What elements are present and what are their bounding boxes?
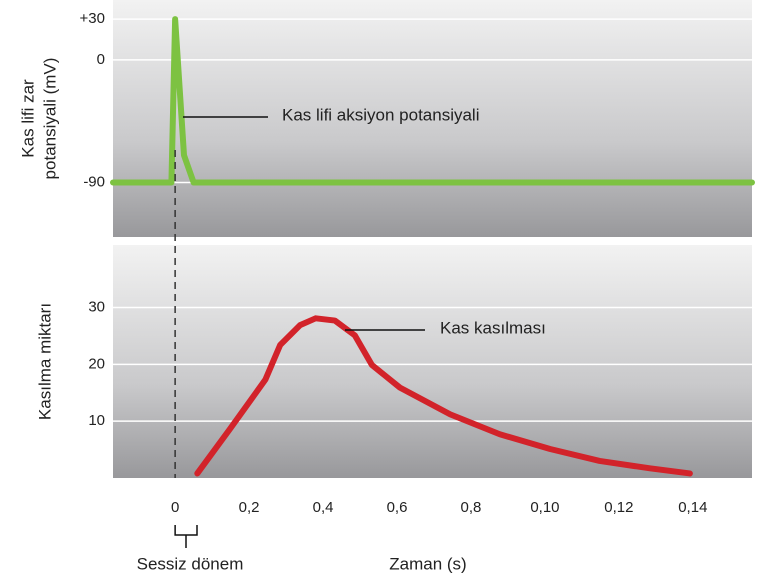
data-line [194, 315, 693, 477]
latent-bracket [174, 525, 198, 548]
x-tick-label: 0,12 [604, 499, 633, 516]
y-tick-label: 0 [97, 51, 105, 68]
y-tick-label: 30 [88, 298, 105, 315]
y-tick-label: 10 [88, 412, 105, 429]
x-tick-label: 0,4 [313, 499, 334, 516]
data-line [110, 16, 755, 186]
y-tick-label: -90 [83, 173, 105, 190]
x-tick-label: 0,10 [530, 499, 559, 516]
y-tick-label: +30 [80, 10, 105, 27]
x-axis-label: Zaman (s) [389, 554, 466, 573]
x-tick-label: 0,6 [387, 499, 408, 516]
annotation: Kas kasılması [440, 318, 546, 337]
annotation: Kas lifi aksiyon potansiyali [282, 105, 479, 124]
x-tick-label: 0,8 [461, 499, 482, 516]
y-tick-label: 20 [88, 355, 105, 372]
y-axis-label: Kasılma miktarı [35, 303, 54, 420]
plot-background [113, 0, 752, 237]
x-tick-label: 0,2 [239, 499, 260, 516]
plot-background [113, 245, 752, 478]
latent-label: Sessiz dönem [137, 554, 244, 573]
x-tick-label: 0,14 [678, 499, 707, 516]
y-axis-label: Kas lifi zar [18, 79, 37, 158]
x-tick-label: 0 [171, 499, 179, 516]
y-axis-label: potansiyali (mV) [40, 58, 59, 180]
